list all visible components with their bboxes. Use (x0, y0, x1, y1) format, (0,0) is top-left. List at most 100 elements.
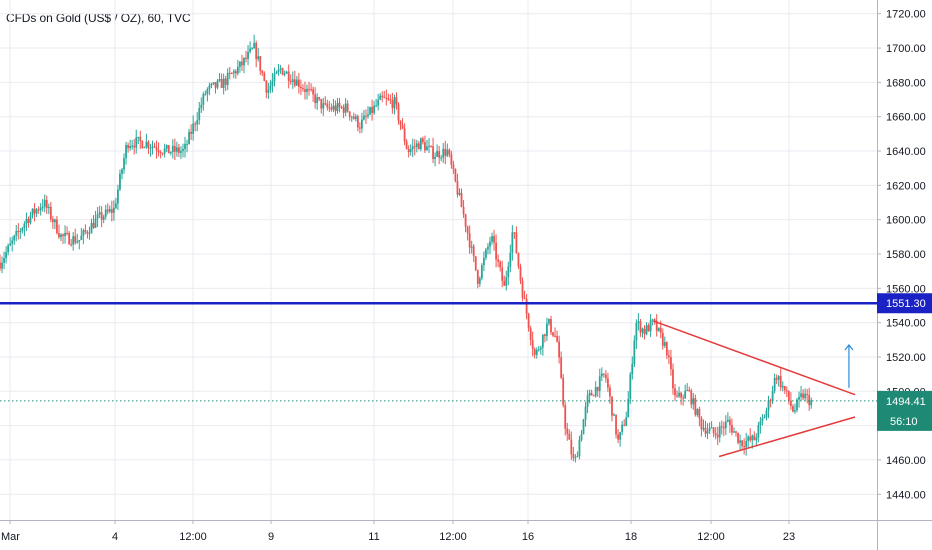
candle-body (155, 147, 158, 151)
candle-body (371, 107, 373, 113)
triangle-upper-line (653, 320, 856, 396)
candle-body (568, 433, 571, 440)
candle-body (468, 233, 471, 248)
candle-body (609, 387, 611, 397)
candle-body (806, 393, 809, 395)
candle-body (543, 334, 546, 337)
candle-body (169, 152, 172, 154)
candle-body (210, 83, 213, 86)
candle-body (576, 456, 579, 458)
candle-body (426, 146, 428, 151)
candle-body (247, 51, 249, 59)
candle-body (350, 116, 353, 118)
candle-body (379, 95, 382, 100)
candle-body (78, 239, 81, 242)
candle-body (334, 105, 337, 112)
candle-body (354, 116, 357, 119)
candle-body (802, 393, 804, 399)
candle-body (214, 82, 217, 88)
candle-body (188, 131, 190, 144)
candle-body (19, 230, 22, 232)
candle-body (659, 327, 662, 333)
candle-body (444, 148, 447, 156)
candle-body (489, 241, 491, 247)
candle-body (546, 323, 548, 337)
candle-body (255, 42, 258, 60)
candle-body (157, 150, 160, 153)
candle-body (428, 145, 430, 147)
candle-body (399, 120, 402, 126)
candle-body (598, 376, 601, 391)
candle-body (82, 230, 85, 236)
candle-body (13, 235, 16, 241)
candle-body (503, 280, 506, 286)
x-tick-label: 12:00 (697, 531, 725, 543)
candle-body (289, 80, 292, 83)
candle-body (257, 56, 260, 60)
candle-body (401, 125, 404, 129)
candle-body (153, 146, 156, 148)
candle-body (7, 245, 10, 253)
candle-body (607, 378, 609, 388)
candle-body (245, 57, 247, 59)
candle-body (596, 387, 599, 391)
candle-body (800, 393, 802, 397)
candle-body (724, 421, 727, 429)
x-tick-label: 11 (368, 531, 379, 543)
candle-body (33, 208, 36, 214)
candle-body (273, 73, 276, 82)
candle-body (208, 85, 211, 90)
candle-body (511, 232, 514, 253)
candle-body (137, 136, 140, 138)
candle-body (363, 115, 365, 120)
candle-body (710, 427, 713, 429)
candle-body (521, 280, 524, 298)
candle-body (141, 141, 144, 149)
candle-body (558, 341, 561, 358)
candle-body (348, 111, 351, 117)
candle-body (407, 148, 410, 153)
candle-body (663, 342, 666, 346)
candle-body (70, 244, 73, 246)
candle-body (163, 148, 166, 154)
candle-body (230, 73, 233, 75)
candle-body (263, 73, 266, 81)
candle-body (621, 424, 624, 433)
candle-body (446, 149, 449, 156)
candle-body (383, 96, 386, 98)
y-tick-label: 1540.00 (886, 318, 926, 330)
candle-body (344, 103, 347, 113)
candle-body (206, 89, 209, 94)
candle-body (584, 406, 587, 420)
candle-body (745, 440, 748, 448)
candle-body (613, 414, 615, 416)
candle-body (450, 154, 453, 165)
candle-body (47, 206, 50, 209)
candle-body (336, 102, 339, 112)
candle-body (661, 332, 664, 346)
candle-body (271, 81, 274, 86)
candle-body (1, 262, 3, 269)
candle-body (688, 390, 691, 392)
candle-body (397, 104, 400, 121)
candle-body (139, 136, 142, 142)
candle-body (212, 82, 215, 84)
candle-body (783, 385, 786, 391)
candle-body (100, 212, 103, 220)
candle-body (283, 73, 286, 75)
candle-body (562, 377, 565, 406)
candle-body (216, 80, 219, 88)
candle-body (731, 424, 733, 433)
candle-body (88, 233, 91, 235)
candle-body (810, 400, 813, 406)
candle-body (200, 104, 203, 109)
candle-body (586, 395, 589, 407)
candle-body (517, 253, 520, 267)
candle-body (332, 105, 335, 110)
candle-body (513, 232, 516, 234)
candle-body (145, 141, 148, 148)
candle-body (261, 70, 264, 74)
candle-body (592, 395, 595, 397)
